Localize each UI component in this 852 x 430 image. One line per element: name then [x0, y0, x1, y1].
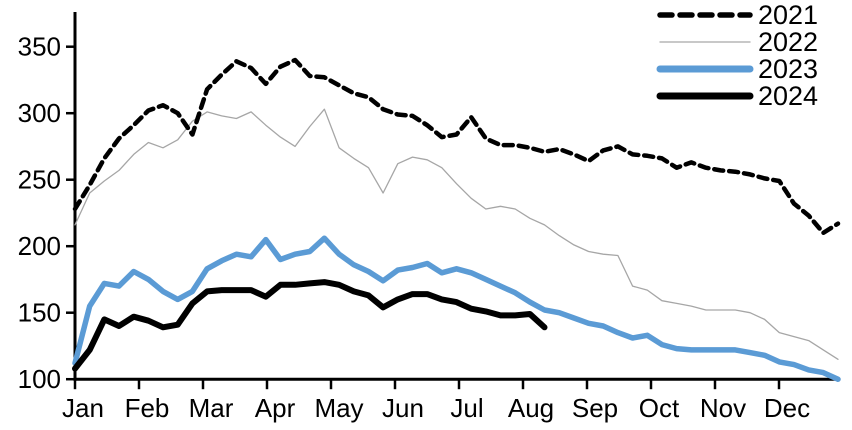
legend-label-2024: 2024 [758, 81, 818, 111]
legend-label-2023: 2023 [758, 54, 818, 84]
y-tick-label: 100 [18, 364, 61, 394]
series-2024-line [72, 279, 548, 372]
y-tick-label: 250 [18, 165, 61, 195]
series-2021-line [72, 57, 841, 236]
x-tick-label: Dec [764, 393, 810, 423]
x-tick-label: Oct [639, 393, 680, 423]
series-2022-line [74, 108, 839, 360]
x-tick-label: Aug [508, 393, 554, 423]
legend-item-2023: 2023 [656, 54, 818, 84]
legend-item-2021: 2021 [657, 0, 818, 30]
y-tick-label: 150 [18, 298, 61, 328]
x-tick-label: May [314, 393, 363, 423]
x-tick-label: Jul [450, 393, 483, 423]
legend-item-2024: 2024 [656, 81, 818, 111]
legend-item-2022: 2022 [659, 27, 818, 57]
x-tick-label: Apr [255, 393, 296, 423]
x-tick-label: Jan [62, 393, 104, 423]
y-tick-label: 200 [18, 231, 61, 261]
series-2023-line [72, 235, 841, 382]
legend-label-2022: 2022 [758, 27, 818, 57]
x-tick-label: Mar [189, 393, 234, 423]
x-tick-label: Jun [382, 393, 424, 423]
x-tick-label: Nov [700, 393, 746, 423]
y-tick-label: 300 [18, 98, 61, 128]
y-tick-label: 350 [18, 32, 61, 62]
x-tick-label: Sep [572, 393, 618, 423]
x-tick-label: Feb [125, 393, 170, 423]
legend-label-2021: 2021 [758, 0, 818, 30]
